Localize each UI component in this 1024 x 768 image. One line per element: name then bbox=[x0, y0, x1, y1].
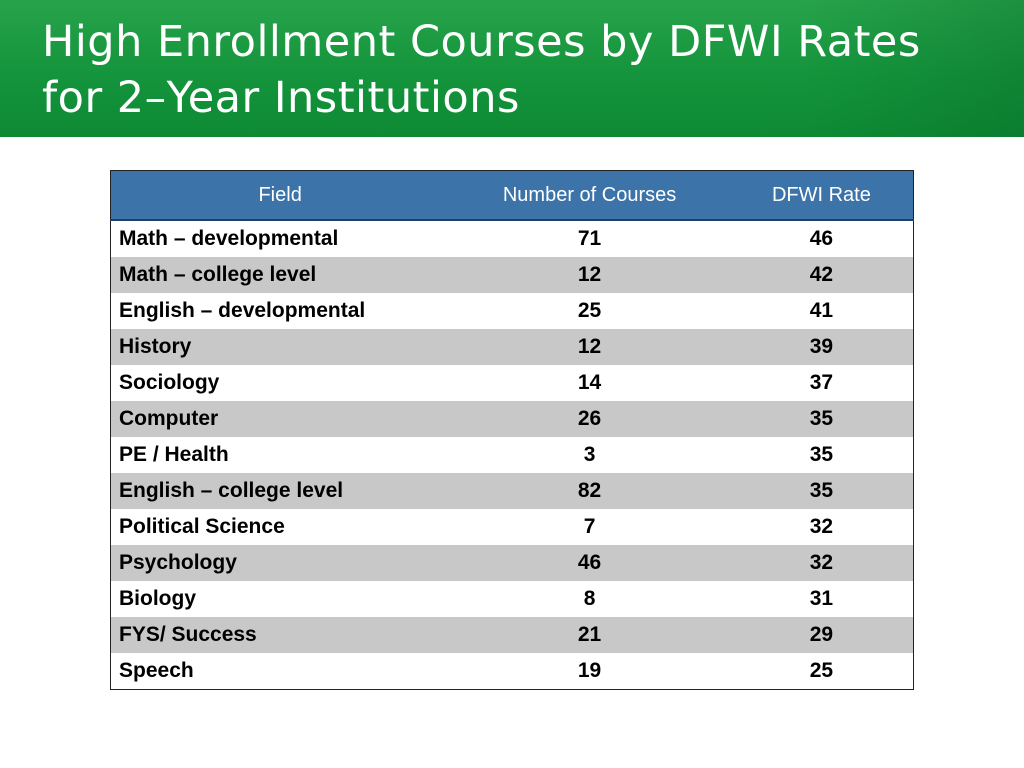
cell-dfwi-rate: 35 bbox=[729, 473, 914, 509]
cell-number-of-courses: 14 bbox=[449, 365, 730, 401]
table-row: Math – developmental 71 46 bbox=[110, 220, 914, 257]
table-row: Speech 19 25 bbox=[110, 653, 914, 690]
cell-number-of-courses: 12 bbox=[449, 329, 730, 365]
header-field: Field bbox=[110, 170, 450, 221]
cell-number-of-courses: 71 bbox=[449, 220, 730, 257]
table-row: Sociology 14 37 bbox=[110, 365, 914, 401]
cell-number-of-courses: 82 bbox=[449, 473, 730, 509]
table-row: History 12 39 bbox=[110, 329, 914, 365]
table-row: Psychology 46 32 bbox=[110, 545, 914, 581]
table-row: Biology 8 31 bbox=[110, 581, 914, 617]
title-bar-shade bbox=[804, 0, 1024, 137]
cell-field: English – developmental bbox=[110, 293, 450, 329]
table-row: Computer 26 35 bbox=[110, 401, 914, 437]
table-row: Political Science 7 32 bbox=[110, 509, 914, 545]
header-dfwi-rate: DFWI Rate bbox=[729, 170, 914, 221]
cell-dfwi-rate: 32 bbox=[729, 545, 914, 581]
table-row: English – college level 82 35 bbox=[110, 473, 914, 509]
table-row: FYS/ Success 21 29 bbox=[110, 617, 914, 653]
cell-dfwi-rate: 29 bbox=[729, 617, 914, 653]
cell-dfwi-rate: 35 bbox=[729, 437, 914, 473]
header-number-of-courses: Number of Courses bbox=[449, 170, 730, 221]
cell-dfwi-rate: 46 bbox=[729, 220, 914, 257]
cell-field: Speech bbox=[110, 653, 450, 690]
cell-dfwi-rate: 25 bbox=[729, 653, 914, 690]
slide-title-line-2: for 2–Year Institutions bbox=[42, 73, 520, 123]
cell-field: Math – developmental bbox=[110, 220, 450, 257]
cell-number-of-courses: 46 bbox=[449, 545, 730, 581]
cell-number-of-courses: 26 bbox=[449, 401, 730, 437]
cell-dfwi-rate: 31 bbox=[729, 581, 914, 617]
table-row: Math – college level 12 42 bbox=[110, 257, 914, 293]
cell-number-of-courses: 3 bbox=[449, 437, 730, 473]
cell-number-of-courses: 19 bbox=[449, 653, 730, 690]
cell-dfwi-rate: 41 bbox=[729, 293, 914, 329]
cell-dfwi-rate: 32 bbox=[729, 509, 914, 545]
cell-number-of-courses: 7 bbox=[449, 509, 730, 545]
cell-number-of-courses: 21 bbox=[449, 617, 730, 653]
dfwi-table: Field Number of Courses DFWI Rate Math –… bbox=[110, 170, 914, 690]
table-row: PE / Health 3 35 bbox=[110, 437, 914, 473]
cell-field: History bbox=[110, 329, 450, 365]
cell-number-of-courses: 8 bbox=[449, 581, 730, 617]
cell-number-of-courses: 25 bbox=[449, 293, 730, 329]
cell-field: Psychology bbox=[110, 545, 450, 581]
cell-number-of-courses: 12 bbox=[449, 257, 730, 293]
cell-dfwi-rate: 42 bbox=[729, 257, 914, 293]
cell-field: Sociology bbox=[110, 365, 450, 401]
slide-title-line-1: High Enrollment Courses by DFWI Rates bbox=[42, 17, 921, 67]
cell-field: FYS/ Success bbox=[110, 617, 450, 653]
slide-title: High Enrollment Courses by DFWI Rates fo… bbox=[42, 14, 1012, 126]
table-header-row: Field Number of Courses DFWI Rate bbox=[110, 170, 914, 221]
cell-field: Political Science bbox=[110, 509, 450, 545]
cell-dfwi-rate: 37 bbox=[729, 365, 914, 401]
cell-field: PE / Health bbox=[110, 437, 450, 473]
table-row: English – developmental 25 41 bbox=[110, 293, 914, 329]
title-bar: High Enrollment Courses by DFWI Rates fo… bbox=[0, 0, 1024, 137]
cell-dfwi-rate: 35 bbox=[729, 401, 914, 437]
cell-field: Biology bbox=[110, 581, 450, 617]
cell-field: Math – college level bbox=[110, 257, 450, 293]
cell-field: English – college level bbox=[110, 473, 450, 509]
cell-field: Computer bbox=[110, 401, 450, 437]
cell-dfwi-rate: 39 bbox=[729, 329, 914, 365]
